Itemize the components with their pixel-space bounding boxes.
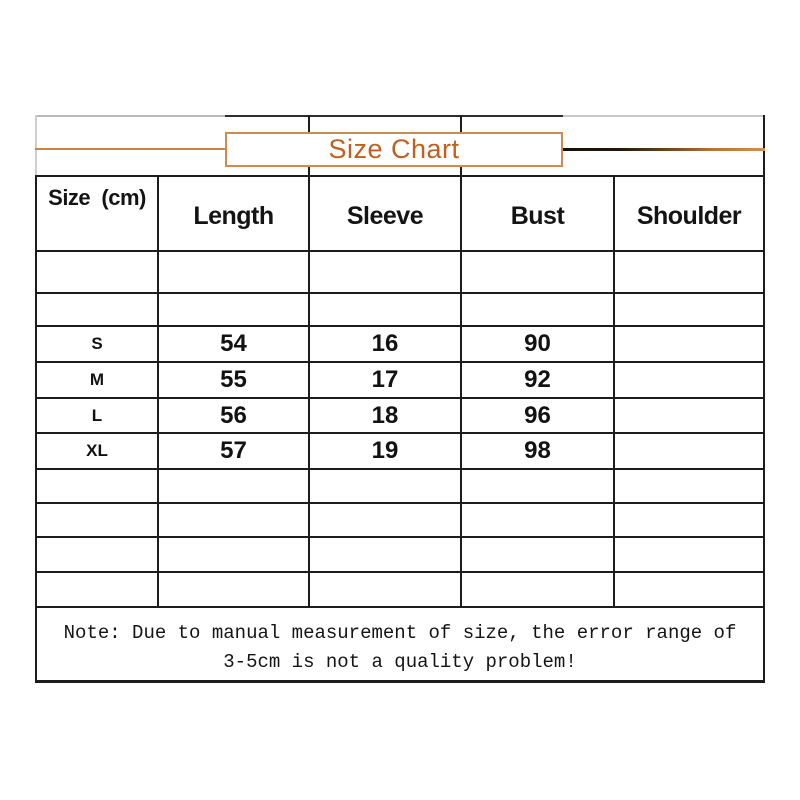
- cell-l-length: 56: [220, 402, 247, 429]
- size-chart-title: Size Chart: [328, 134, 460, 164]
- table-gridline: [35, 175, 37, 683]
- cell-l-bust: 96: [524, 402, 551, 429]
- table-gridline: [35, 536, 765, 538]
- cell-xl-sleeve: 19: [371, 437, 399, 464]
- cell-size-l: L: [91, 406, 103, 425]
- cell-s-sleeve: 16: [371, 330, 399, 357]
- header-cell-size-cm: Size (cm): [48, 185, 146, 210]
- table-gridline: [35, 468, 765, 470]
- table-gridline: [763, 115, 765, 683]
- cell-m-shoulder: [615, 363, 763, 397]
- table-gridline: [563, 115, 765, 117]
- cell-m-bust: 92: [524, 366, 551, 393]
- header-cell-shoulder: Shoulder: [636, 202, 742, 230]
- table-gridline: [35, 361, 765, 363]
- size-chart-title-box: Size Chart: [225, 132, 563, 167]
- table-gridline: [35, 680, 765, 683]
- title-rule-left: [35, 148, 225, 150]
- cell-xl-bust: 98: [524, 437, 551, 464]
- table-gridline: [35, 115, 225, 117]
- table-gridline: [35, 571, 765, 573]
- table-gridline: [35, 325, 765, 327]
- cell-s-shoulder: [615, 327, 763, 361]
- table-gridline: [35, 250, 765, 252]
- table-gridline: [225, 115, 563, 117]
- table-gridline: [613, 175, 615, 608]
- table-gridline: [35, 292, 765, 294]
- note-line-2: 3-5cm is not a quality problem!: [223, 651, 577, 673]
- cell-size-m: M: [89, 370, 105, 389]
- cell-s-length: 54: [220, 330, 247, 357]
- cell-l-shoulder: [615, 399, 763, 432]
- table-gridline: [460, 115, 462, 608]
- cell-m-sleeve: 17: [371, 366, 399, 393]
- cell-m-length: 55: [220, 366, 247, 393]
- table-gridline: [35, 115, 37, 175]
- header-cell-bust: Bust: [510, 202, 565, 230]
- cell-size-xl: XL: [86, 441, 108, 460]
- table-gridline: [35, 397, 765, 399]
- table-gridline: [157, 175, 159, 608]
- table-gridline: [35, 175, 765, 177]
- header-cell-length: Length: [193, 202, 274, 230]
- cell-s-bust: 90: [524, 330, 551, 357]
- cell-l-sleeve: 18: [371, 402, 399, 429]
- header-cell-sleeve: Sleeve: [346, 202, 424, 230]
- table-gridline: [35, 606, 765, 608]
- cell-xl-shoulder: [615, 434, 763, 468]
- table-gridline: [35, 432, 765, 434]
- table-gridline: [35, 502, 765, 504]
- cell-size-s: S: [91, 334, 103, 353]
- measurement-note: Note: Due to manual measurement of size,…: [37, 608, 763, 680]
- note-line-1: Note: Due to manual measurement of size,…: [63, 622, 737, 644]
- cell-xl-length: 57: [220, 437, 247, 464]
- title-rule-right: [563, 148, 765, 151]
- table-gridline: [308, 115, 310, 608]
